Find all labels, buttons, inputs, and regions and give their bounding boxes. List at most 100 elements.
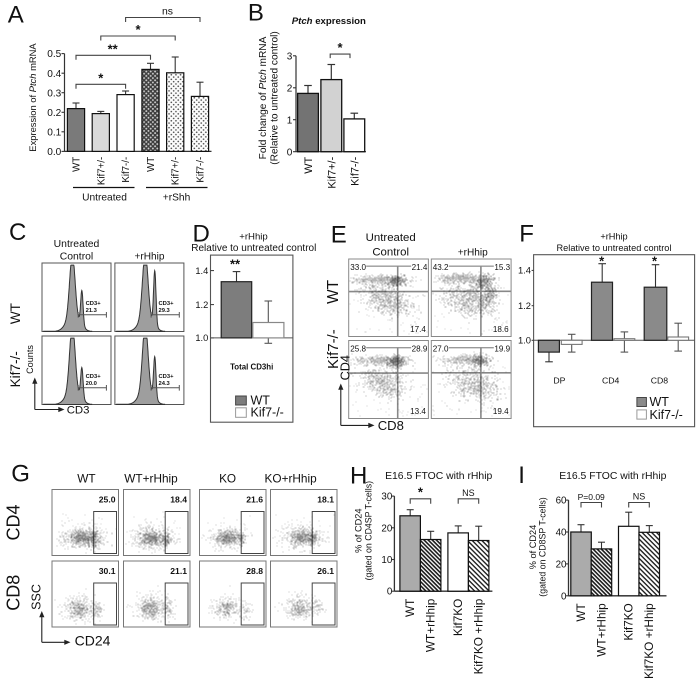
svg-text:26.1: 26.1: [317, 566, 334, 576]
svg-text:G: G: [11, 461, 30, 488]
svg-text:18.6: 18.6: [493, 325, 509, 334]
svg-text:WT: WT: [574, 603, 588, 621]
svg-text:Untreated: Untreated: [82, 193, 127, 204]
svg-text:WT: WT: [146, 157, 157, 172]
svg-text:2: 2: [287, 83, 293, 94]
svg-text:0.1: 0.1: [47, 127, 61, 138]
svg-text:Kif7+/-: Kif7+/-: [96, 157, 107, 185]
svg-text:I: I: [518, 462, 525, 489]
svg-text:A: A: [8, 1, 24, 28]
svg-text:CD3+: CD3+: [86, 374, 102, 380]
svg-text:**: **: [108, 42, 119, 57]
svg-text:CD3+: CD3+: [159, 301, 175, 307]
svg-text:21.6: 21.6: [246, 495, 263, 505]
svg-text:19.9: 19.9: [494, 345, 510, 354]
svg-text:WT: WT: [251, 394, 271, 408]
svg-text:WT: WT: [403, 599, 417, 617]
svg-text:WT+rHhip: WT+rHhip: [424, 598, 438, 652]
svg-text:Control: Control: [60, 252, 94, 263]
svg-text:60: 60: [556, 496, 567, 507]
svg-text:KO+rHhip: KO+rHhip: [265, 472, 318, 486]
svg-text:CD4: CD4: [3, 504, 23, 540]
svg-text:17.4: 17.4: [410, 325, 426, 334]
svg-text:D: D: [193, 221, 210, 248]
svg-text:+rShh: +rShh: [163, 193, 190, 204]
svg-text:Kif7-/-: Kif7-/-: [650, 408, 683, 422]
svg-text:19.4: 19.4: [493, 407, 509, 416]
svg-text:Kif7KO +rHhip: Kif7KO +rHhip: [472, 598, 486, 674]
svg-text:WT+rHhip: WT+rHhip: [594, 603, 608, 657]
svg-text:Kif7KO: Kif7KO: [451, 599, 465, 636]
svg-text:B: B: [248, 0, 264, 27]
svg-text:*: *: [652, 254, 658, 269]
svg-text:NS: NS: [462, 488, 475, 498]
svg-text:E: E: [331, 222, 347, 249]
svg-text:*: *: [418, 484, 424, 499]
svg-text:Kif7KO: Kif7KO: [622, 603, 636, 640]
svg-text:ns: ns: [162, 7, 173, 18]
svg-text:40: 40: [556, 528, 567, 539]
svg-text:24.3: 24.3: [159, 381, 171, 387]
svg-text:Kif7-/-: Kif7-/-: [251, 406, 284, 420]
svg-text:15.3: 15.3: [494, 263, 510, 272]
svg-text:(gated on CD4SP T-cells): (gated on CD4SP T-cells): [363, 481, 373, 580]
svg-text:WT: WT: [303, 156, 315, 173]
svg-text:E16.5 FTOC with rHhip: E16.5 FTOC with rHhip: [559, 471, 666, 482]
svg-text:+rHhip: +rHhip: [458, 248, 488, 259]
svg-text:0.3: 0.3: [47, 88, 61, 99]
svg-text:CD8: CD8: [378, 418, 404, 433]
svg-text:F: F: [519, 221, 534, 248]
svg-text:*: *: [337, 40, 343, 55]
svg-text:21.4: 21.4: [412, 263, 428, 272]
svg-text:1.4: 1.4: [518, 265, 531, 276]
svg-text:0.4: 0.4: [47, 69, 61, 80]
svg-text:1.0: 1.0: [518, 335, 531, 346]
svg-text:1.4: 1.4: [195, 266, 208, 276]
svg-text:21.3: 21.3: [86, 308, 98, 314]
svg-text:Kif7-/-: Kif7-/-: [196, 157, 207, 183]
svg-text:0: 0: [287, 147, 293, 158]
svg-text:*: *: [599, 254, 605, 269]
svg-text:20.0: 20.0: [86, 381, 97, 387]
svg-text:WT: WT: [77, 472, 95, 486]
svg-text:33.0: 33.0: [350, 263, 366, 272]
svg-text:H: H: [350, 463, 367, 490]
svg-text:Fold change of Ptch mRNA: Fold change of Ptch mRNA: [258, 36, 269, 159]
svg-text:Counts: Counts: [25, 345, 35, 374]
svg-text:% of CD24: % of CD24: [528, 525, 538, 569]
svg-text:CD8: CD8: [651, 376, 669, 386]
svg-text:+rHhip: +rHhip: [239, 232, 268, 243]
svg-text:WT: WT: [325, 279, 342, 304]
svg-text:CD3+: CD3+: [159, 374, 175, 380]
svg-text:3: 3: [287, 51, 293, 62]
svg-text:WT: WT: [650, 395, 670, 409]
svg-text:Untreated: Untreated: [54, 239, 100, 250]
svg-text:DP: DP: [553, 376, 565, 386]
svg-text:Kif7-/-: Kif7-/-: [8, 351, 23, 387]
svg-text:1.0: 1.0: [195, 333, 208, 343]
svg-text:18.1: 18.1: [317, 495, 334, 505]
svg-text:Kif7-/-: Kif7-/-: [326, 329, 342, 369]
svg-text:0: 0: [387, 587, 393, 598]
svg-text:30.1: 30.1: [99, 566, 116, 576]
svg-text:(Relative to untreated control: (Relative to untreated control): [270, 31, 281, 164]
svg-text:25.8: 25.8: [350, 345, 366, 354]
svg-text:CD3: CD3: [67, 404, 90, 416]
svg-text:CD4: CD4: [338, 355, 352, 380]
svg-text:27.0: 27.0: [433, 345, 449, 354]
svg-text:0.2: 0.2: [47, 108, 61, 119]
svg-text:0: 0: [561, 591, 567, 602]
svg-text:Kif7+/-: Kif7+/-: [171, 157, 182, 185]
svg-text:WT: WT: [8, 303, 23, 324]
svg-text:KO: KO: [219, 472, 236, 486]
svg-text:Total CD3hi: Total CD3hi: [230, 363, 273, 372]
svg-text:E16.5 FTOC with rHhip: E16.5 FTOC with rHhip: [385, 471, 492, 482]
svg-text:CD8: CD8: [3, 575, 23, 611]
svg-text:Ptch expression: Ptch expression: [292, 16, 366, 27]
svg-text:20: 20: [556, 559, 567, 570]
svg-text:Expression of Ptch mRNA: Expression of Ptch mRNA: [27, 43, 38, 152]
svg-text:25.0: 25.0: [99, 495, 116, 505]
svg-text:18.4: 18.4: [170, 495, 187, 505]
svg-text:Kif7+/-: Kif7+/-: [326, 156, 338, 188]
svg-text:NS: NS: [633, 492, 646, 502]
